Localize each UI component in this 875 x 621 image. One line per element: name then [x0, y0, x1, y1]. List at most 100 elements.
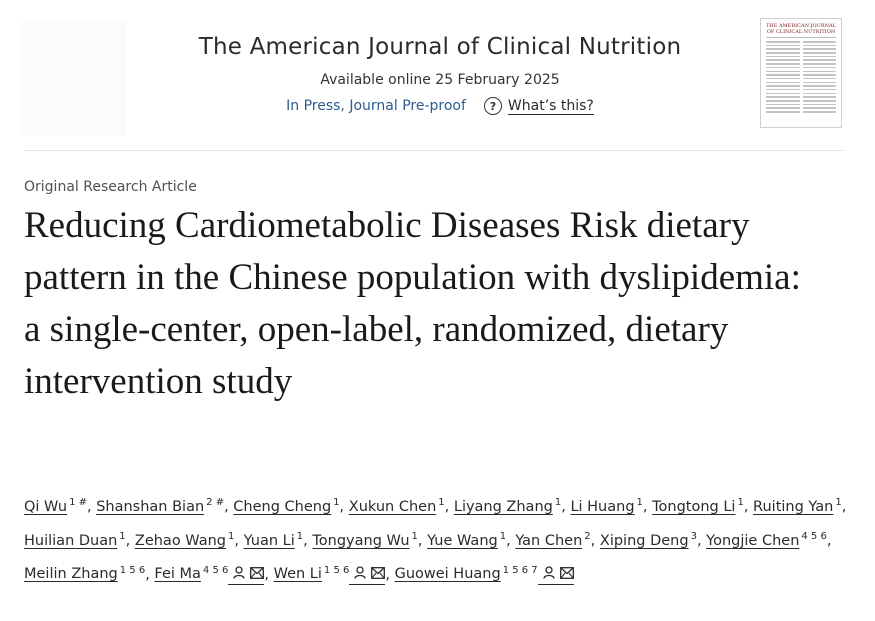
author-name-link[interactable]: Tongyang Wu: [312, 532, 410, 549]
author-contact-icons[interactable]: [537, 566, 574, 586]
author-contact-icons[interactable]: [349, 566, 386, 586]
author-separator: ,: [561, 498, 571, 515]
article-type: Original Research Article: [24, 179, 197, 195]
author-item: Tongyang Wu 1: [312, 530, 418, 549]
affiliation-marker[interactable]: 4 5 6: [202, 564, 229, 576]
header-divider: [24, 150, 844, 151]
affiliation-marker[interactable]: 1: [737, 497, 744, 508]
author-separator: ,: [444, 498, 454, 515]
affiliation-marker[interactable]: 2 #: [206, 497, 225, 508]
journal-header: The American Journal of Clinical Nutriti…: [140, 34, 740, 115]
affiliation-marker[interactable]: 1: [119, 530, 126, 542]
author-item: Xiping Deng 3: [599, 530, 697, 549]
press-status-row: In Press, Journal Pre-proof ? What’s thi…: [140, 97, 740, 115]
author-item: Ruiting Yan 1: [753, 497, 842, 515]
author-name-link[interactable]: Wen Li: [273, 566, 322, 583]
author-name-link[interactable]: Yuan Li: [243, 532, 295, 549]
author-item: Xukun Chen 1: [348, 497, 445, 515]
affiliation-marker[interactable]: 1 5 6 7: [502, 564, 538, 576]
author-separator: ,: [234, 532, 244, 549]
author-name-link[interactable]: Yan Chen: [515, 532, 583, 549]
author-item: Cheng Cheng 1: [233, 497, 340, 515]
article-title: Reducing Cardiometabolic Diseases Risk d…: [24, 205, 801, 402]
mail-icon[interactable]: [559, 560, 574, 580]
author-separator: ,: [642, 498, 653, 515]
author-list: Qi Wu 1 #, Shanshan Bian 2 #, Cheng Cheng 1…: [24, 488, 854, 589]
author-separator: ,: [224, 498, 234, 515]
author-item: Guowei Huang 1 5 6 7: [394, 564, 574, 586]
cover-title: THE AMERICAN JOURNAL OF CLINICAL NUTRITI…: [766, 23, 836, 35]
person-icon[interactable]: [354, 560, 367, 580]
author-name-link[interactable]: Liyang Zhang: [453, 498, 553, 515]
author-item: Meilin Zhang 1 5 6: [24, 564, 146, 583]
author-separator: ,: [86, 498, 97, 515]
author-item: Huilian Duan 1: [24, 530, 126, 549]
author-separator: ,: [826, 532, 832, 549]
affiliation-marker[interactable]: 1: [438, 497, 445, 508]
author-item: Liyang Zhang 1: [453, 497, 562, 515]
author-item: Yuan Li 1: [243, 530, 304, 549]
affiliation-marker[interactable]: 1: [835, 497, 842, 508]
journal-title[interactable]: The American Journal of Clinical Nutriti…: [198, 34, 682, 60]
author-item: Zehao Wang 1: [134, 530, 235, 549]
affiliation-marker[interactable]: 3: [690, 530, 697, 542]
mail-icon[interactable]: [250, 560, 265, 580]
publisher-logo[interactable]: [20, 22, 126, 136]
author-separator: ,: [696, 532, 707, 549]
whats-this-label: What’s this?: [507, 97, 594, 115]
author-item: Tongtong Li 1: [652, 497, 744, 515]
author-name-link[interactable]: Guowei Huang: [394, 566, 501, 583]
author-item: Shanshan Bian 2 #: [96, 497, 225, 515]
whats-this-link[interactable]: ? What’s this?: [483, 97, 594, 115]
author-item: Yan Chen 2: [515, 530, 591, 549]
author-name-link[interactable]: Xiping Deng: [599, 532, 689, 549]
author-contact-icons[interactable]: [228, 566, 265, 586]
mail-icon[interactable]: [371, 560, 386, 580]
person-icon[interactable]: [233, 560, 246, 580]
affiliation-marker[interactable]: 1: [411, 530, 418, 542]
question-circle-icon: ?: [483, 97, 502, 115]
author-name-link[interactable]: Yongjie Chen: [706, 532, 800, 549]
author-name-link[interactable]: Fei Ma: [154, 566, 201, 583]
author-separator: ,: [590, 532, 600, 549]
affiliation-marker[interactable]: 1 #: [69, 497, 87, 508]
author-item: Li Huang 1: [570, 497, 643, 515]
journal-cover-thumbnail[interactable]: THE AMERICAN JOURNAL OF CLINICAL NUTRITI…: [760, 18, 842, 128]
affiliation-marker[interactable]: 1: [499, 530, 507, 542]
author-name-link[interactable]: Xukun Chen: [348, 498, 437, 515]
author-name-link[interactable]: Meilin Zhang: [24, 566, 118, 583]
affiliation-marker[interactable]: 1: [296, 530, 304, 542]
author-name-link[interactable]: Tongtong Li: [652, 498, 736, 515]
affiliation-marker[interactable]: 1: [228, 530, 235, 542]
author-name-link[interactable]: Huilian Duan: [24, 532, 118, 549]
author-name-link[interactable]: Cheng Cheng: [233, 498, 332, 515]
author-separator: ,: [264, 566, 274, 583]
affiliation-marker[interactable]: 1: [554, 497, 562, 508]
author-separator: ,: [339, 498, 349, 515]
author-separator: ,: [145, 566, 155, 583]
affiliation-marker[interactable]: 1: [636, 497, 643, 508]
affiliation-marker[interactable]: 4 5 6: [801, 530, 827, 542]
author-name-link[interactable]: Li Huang: [570, 498, 635, 515]
author-separator: ,: [125, 532, 135, 549]
cover-rule: [766, 37, 836, 38]
author-name-link[interactable]: Shanshan Bian: [96, 498, 205, 515]
person-icon[interactable]: [543, 560, 555, 580]
author-name-link[interactable]: Qi Wu: [24, 498, 68, 515]
author-item: Wen Li 1 5 6: [273, 564, 386, 586]
author-name-link[interactable]: Yue Wang: [427, 532, 498, 549]
author-name-link[interactable]: Ruiting Yan: [753, 498, 834, 515]
author-item: Yue Wang 1: [427, 530, 507, 549]
author-separator: ,: [506, 532, 516, 549]
author-separator: ,: [841, 498, 847, 515]
author-item: Fei Ma 4 5 6: [154, 564, 265, 586]
affiliation-marker[interactable]: 1 5 6: [119, 564, 146, 576]
author-separator: ,: [385, 566, 395, 583]
affiliation-marker[interactable]: 2: [584, 530, 591, 542]
author-separator: ,: [303, 532, 313, 549]
author-name-link[interactable]: Zehao Wang: [134, 532, 226, 549]
affiliation-marker[interactable]: 1 5 6: [323, 564, 350, 576]
in-press-status: In Press, Journal Pre-proof: [286, 98, 466, 114]
affiliation-marker[interactable]: 1: [333, 497, 340, 508]
author-item: Yongjie Chen 4 5 6: [706, 530, 827, 549]
